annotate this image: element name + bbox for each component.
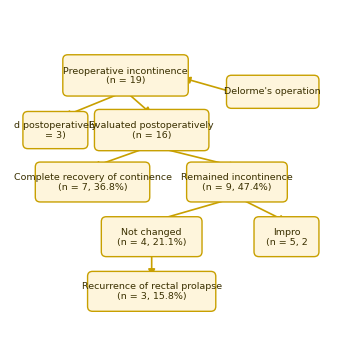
Text: Preoperative incontinence: Preoperative incontinence <box>63 66 188 76</box>
Text: d postoperatively: d postoperatively <box>14 121 97 130</box>
Text: Not changed: Not changed <box>121 228 182 237</box>
FancyBboxPatch shape <box>226 75 319 108</box>
FancyBboxPatch shape <box>63 55 188 96</box>
Text: (n = 16): (n = 16) <box>132 131 171 140</box>
Text: Complete recovery of continence: Complete recovery of continence <box>13 173 171 182</box>
Text: (n = 3, 15.8%): (n = 3, 15.8%) <box>117 292 186 301</box>
FancyBboxPatch shape <box>94 109 209 151</box>
Text: Impro: Impro <box>273 228 300 237</box>
Text: (n = 4, 21.1%): (n = 4, 21.1%) <box>117 237 186 247</box>
Text: Remained incontinence: Remained incontinence <box>181 173 293 182</box>
FancyBboxPatch shape <box>101 217 202 257</box>
Text: Delorme's operation: Delorme's operation <box>224 87 321 96</box>
Text: Evaluated postoperatively: Evaluated postoperatively <box>89 121 214 130</box>
FancyBboxPatch shape <box>254 217 319 257</box>
Text: (n = 19): (n = 19) <box>106 76 145 85</box>
Text: = 3): = 3) <box>45 131 66 140</box>
FancyBboxPatch shape <box>187 162 287 202</box>
Text: (n = 7, 36.8%): (n = 7, 36.8%) <box>58 183 127 192</box>
Text: (n = 5, 2: (n = 5, 2 <box>266 237 307 247</box>
Text: (n = 9, 47.4%): (n = 9, 47.4%) <box>202 183 272 192</box>
FancyBboxPatch shape <box>35 162 150 202</box>
Text: Recurrence of rectal prolapse: Recurrence of rectal prolapse <box>82 283 222 291</box>
FancyBboxPatch shape <box>23 111 88 149</box>
FancyBboxPatch shape <box>88 271 216 311</box>
